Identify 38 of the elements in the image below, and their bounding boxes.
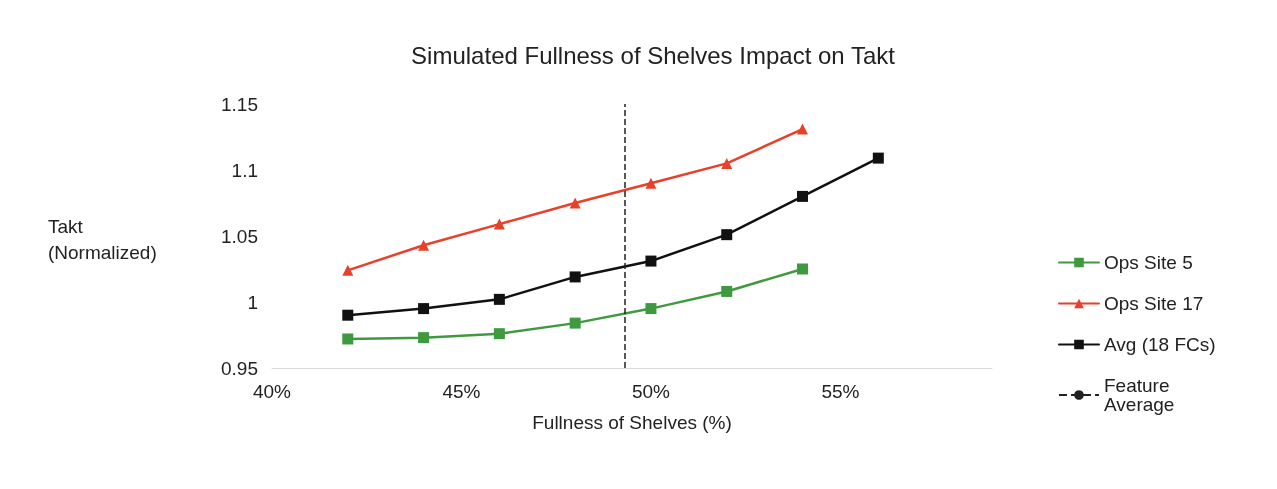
point [493, 328, 505, 340]
point [342, 309, 354, 321]
x-tick-label: 45% [442, 381, 481, 402]
point [645, 255, 657, 267]
point [569, 271, 581, 283]
chart-title: Simulated Fullness of Shelves Impact on Takt [411, 41, 896, 69]
point [721, 285, 733, 297]
legend-label: Feature Average [1104, 375, 1175, 415]
point [797, 123, 809, 135]
point [418, 332, 430, 344]
point [418, 303, 430, 315]
point [493, 218, 505, 230]
point [721, 229, 733, 241]
point [342, 333, 354, 345]
point [872, 152, 884, 164]
legend-label: Ops Site 17 [1104, 293, 1204, 314]
x-axis-title: Fullness of Shelves (%) [532, 412, 732, 433]
point [569, 317, 581, 329]
x-tick-label: 50% [631, 381, 671, 402]
y-tick-label: 1.1 [231, 159, 258, 181]
x-tick-label: 55% [821, 381, 860, 402]
point [721, 157, 733, 169]
point [645, 303, 657, 315]
point [569, 197, 581, 209]
point [797, 263, 809, 275]
point [797, 190, 809, 202]
y-tick-label: 1.15 [221, 93, 258, 115]
x-tick-label: 40% [252, 381, 292, 402]
y-axis-title: Takt (Normalized) [48, 215, 157, 263]
point [418, 239, 430, 251]
point [493, 293, 505, 305]
y-tick-label: 1.05 [221, 225, 258, 247]
legend-label: Avg (18 FCs) [1104, 334, 1216, 355]
point [342, 264, 354, 276]
y-tick-label: 0.95 [221, 357, 258, 379]
legend-label: Ops Site 5 [1104, 252, 1193, 273]
y-tick-label: 1 [247, 291, 258, 313]
point [645, 177, 657, 189]
